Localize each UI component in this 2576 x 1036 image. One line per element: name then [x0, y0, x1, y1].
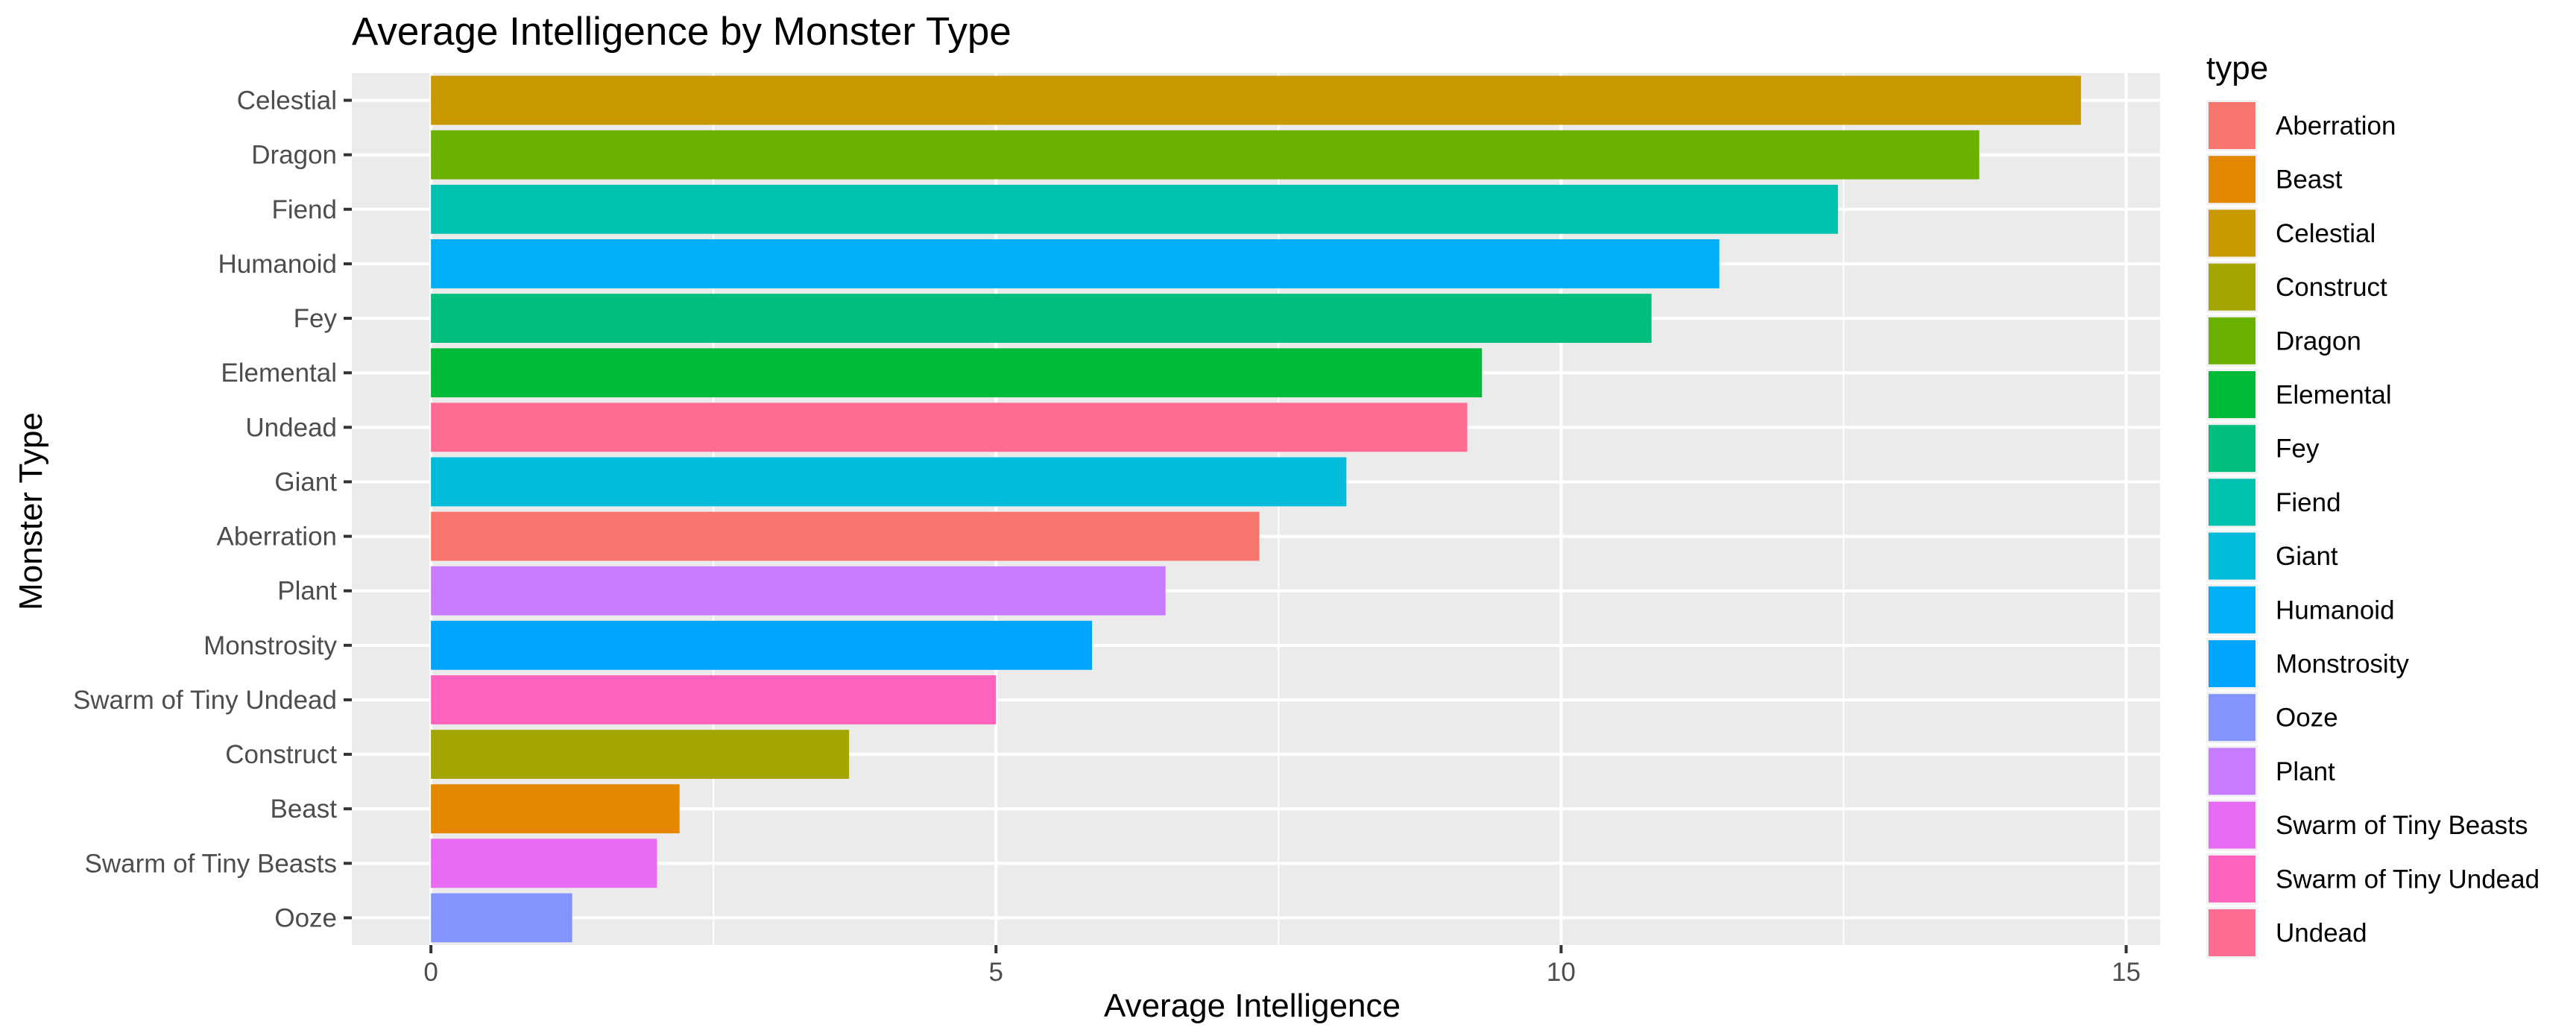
bar: [431, 239, 1720, 288]
legend: type Aberration Beast Celestial Construct Dr…: [2206, 50, 2539, 958]
legend-label: Fiend: [2276, 488, 2341, 517]
y-tick-label: Elemental: [221, 359, 337, 388]
x-tick-label: 5: [989, 958, 1003, 987]
legend-label: Swarm of Tiny Undead: [2276, 865, 2539, 894]
y-tick-label: Fey: [294, 304, 338, 333]
x-tick-label: 10: [1547, 958, 1576, 987]
chart-title: Average Intelligence by Monster Type: [352, 10, 1011, 54]
bar: [431, 457, 1347, 507]
y-tick-label: Celestial: [237, 86, 337, 116]
bar: [431, 784, 680, 834]
legend-key: [2209, 478, 2255, 526]
bar: [431, 675, 997, 724]
legend-key: [2209, 371, 2255, 418]
legend-label: Fey: [2276, 435, 2320, 464]
bar: [431, 566, 1166, 616]
legend-key: [2209, 102, 2255, 149]
y-tick-label: Undead: [245, 413, 337, 442]
legend-label: Giant: [2276, 542, 2338, 571]
legend-key: [2209, 532, 2255, 580]
legend-label: Plant: [2276, 757, 2335, 786]
legend-label: Monstrosity: [2276, 650, 2409, 679]
legend-key: [2209, 694, 2255, 742]
legend-label: Swarm of Tiny Beasts: [2276, 811, 2528, 840]
legend-title: type: [2206, 50, 2268, 86]
bar: [431, 730, 850, 779]
legend-label: Celestial: [2276, 219, 2375, 248]
legend-key: [2209, 425, 2255, 473]
bar: [431, 130, 1980, 180]
x-axis-title: Average Intelligence: [1104, 988, 1401, 1024]
legend-key: [2209, 263, 2255, 311]
y-tick-label: Swarm of Tiny Beasts: [85, 849, 337, 878]
legend-label: Elemental: [2276, 381, 2392, 410]
y-axis-title: Monster Type: [13, 412, 49, 610]
bar: [431, 838, 657, 888]
bar: [431, 402, 1468, 452]
y-tick-label: Plant: [277, 577, 337, 606]
legend-label: Construct: [2276, 273, 2387, 302]
bar: [431, 75, 2081, 125]
bar: [431, 620, 1093, 670]
y-tick-label: Construct: [225, 740, 337, 769]
legend-key: [2209, 586, 2255, 634]
bar: [431, 294, 1652, 343]
legend-key: [2209, 156, 2255, 203]
legend-label: Aberration: [2276, 112, 2396, 141]
legend-key: [2209, 209, 2255, 257]
y-tick-label: Fiend: [271, 195, 337, 224]
y-tick-label: Aberration: [217, 522, 337, 552]
y-tick-label: Swarm of Tiny Undead: [73, 686, 337, 715]
legend-key: [2209, 801, 2255, 849]
y-tick-label: Monstrosity: [203, 631, 337, 660]
legend-key: [2209, 855, 2255, 903]
legend-key: [2209, 317, 2255, 364]
y-tick-label: Ooze: [274, 903, 337, 932]
bar: [431, 348, 1483, 398]
y-tick-label: Dragon: [251, 141, 337, 170]
legend-label: Beast: [2276, 165, 2343, 195]
legend-label: Undead: [2276, 919, 2367, 948]
bar: [431, 893, 572, 943]
y-tick-label: Humanoid: [218, 250, 337, 279]
y-tick-label: Beast: [271, 795, 338, 824]
legend-label: Dragon: [2276, 326, 2361, 356]
x-tick-label: 15: [2112, 958, 2141, 987]
y-tick-label: Giant: [274, 467, 337, 496]
legend-key: [2209, 640, 2255, 687]
legend-label: Ooze: [2276, 704, 2338, 733]
x-tick-label: 0: [423, 958, 438, 987]
bar: [431, 511, 1260, 561]
legend-key: [2209, 748, 2255, 795]
plot-panel: Celestial Dragon Fiend Humanoid Fey Elemental…: [73, 73, 2160, 987]
legend-label: Humanoid: [2276, 596, 2395, 625]
legend-key: [2209, 909, 2255, 956]
bar: [431, 184, 1838, 234]
